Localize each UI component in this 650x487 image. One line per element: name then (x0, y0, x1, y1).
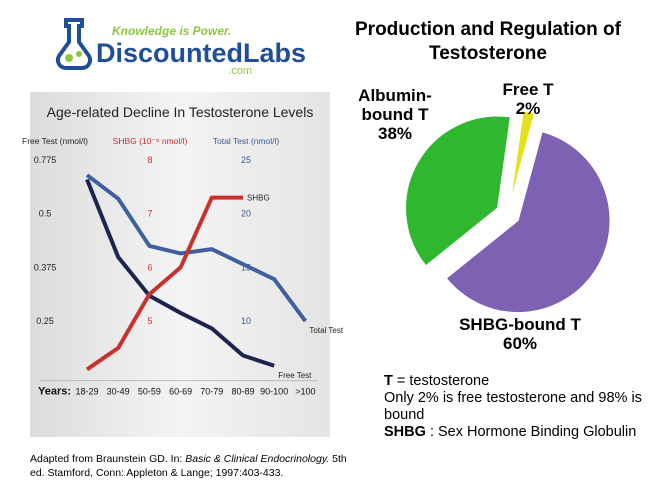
note-text: Only 2% is free testosterone and 98% is … (384, 390, 642, 423)
series-line (85, 195, 243, 372)
x-tick-label: >100 (295, 387, 315, 397)
note-line: T = testosterone (384, 373, 644, 390)
slice-value: 38% (377, 124, 413, 143)
slice-name: Free T (502, 80, 554, 99)
note-term: T (384, 373, 393, 389)
note-term: SHBG (384, 424, 426, 440)
y-tick-label: 0.375 (34, 262, 57, 272)
citation-part: 5th ed. Stamford, Conn: Appleton & Lange… (30, 453, 347, 479)
note-line: SHBG : Sex Hormone Binding Globulin (384, 424, 644, 441)
logo-name: DiscountedLabs (96, 38, 306, 68)
series-line (85, 178, 275, 368)
pie-slice (509, 110, 536, 203)
citation: Adapted from Braunstein GD. In: Basic & … (30, 452, 350, 480)
logo-bubble (65, 54, 73, 62)
logo-tagline: Knowledge is Power. (112, 24, 231, 38)
y-tick-label: 0.775 (34, 155, 57, 165)
axis-title: SHBG (10⁻⁸ nmol/l) (113, 136, 188, 146)
axis-title: Free Test (nmol/l) (22, 136, 88, 146)
x-tick-label: 30-49 (107, 387, 130, 397)
series-label: SHBG (247, 194, 270, 203)
x-tick-label: 70-79 (200, 387, 223, 397)
citation-part: Basic & Clinical Endocrinology. (185, 453, 330, 465)
slice-value: 2% (515, 99, 541, 118)
logo-bubble (76, 51, 82, 57)
series-label: Total Test (309, 326, 343, 335)
note-line: Only 2% is free testosterone and 98% is … (384, 390, 644, 424)
y-tick-label: 0.25 (36, 316, 54, 326)
logo: Knowledge is Power. DiscountedLabs .com (55, 18, 306, 77)
slice-label: Albumin-bound T 38% (340, 86, 450, 143)
x-axis-label: Years: (38, 386, 71, 398)
x-tick-label: 60-69 (169, 387, 192, 397)
y-tick-label: 25 (241, 155, 251, 165)
slice-label: SHBG-bound T 60% (455, 315, 585, 353)
y-tick-label: 6 (147, 262, 152, 272)
series-label: Free Test (278, 371, 312, 380)
logo-domain: .com (228, 65, 252, 77)
series-line (85, 173, 308, 323)
x-tick-label: 50-59 (138, 387, 161, 397)
logo-flask (55, 18, 93, 71)
y-tick-label: 10 (241, 316, 251, 326)
pie-slice (445, 131, 611, 314)
y-tick-label: 0.5 (39, 209, 52, 219)
x-tick-label: 90-100 (260, 387, 288, 397)
x-tick-label: 18-29 (75, 387, 98, 397)
slice-value: 60% (502, 334, 538, 353)
slice-name: SHBG-bound T (459, 315, 581, 334)
citation-part: Adapted from Braunstein GD. In: (30, 453, 186, 465)
chart-title: Age-related Decline In Testosterone Leve… (47, 104, 314, 120)
pie-slice (405, 115, 511, 267)
y-tick-label: 8 (147, 155, 152, 165)
note-text: : Sex Hormone Binding Globulin (429, 424, 637, 440)
y-tick-label: 5 (147, 316, 152, 326)
notes: T = testosterone Only 2% is free testoste… (384, 373, 644, 441)
x-tick-label: 80-89 (231, 387, 254, 397)
axis-title: Total Test (nmol/l) (213, 136, 280, 146)
pie-title: Production and Regulation of Testosteron… (355, 19, 621, 64)
note-text: = testosterone (396, 373, 490, 389)
slice-name: Albumin-bound T (358, 86, 432, 124)
y-tick-label: 20 (241, 209, 251, 219)
y-tick-label: 7 (147, 209, 152, 219)
slice-label: Free T 2% (488, 80, 568, 118)
